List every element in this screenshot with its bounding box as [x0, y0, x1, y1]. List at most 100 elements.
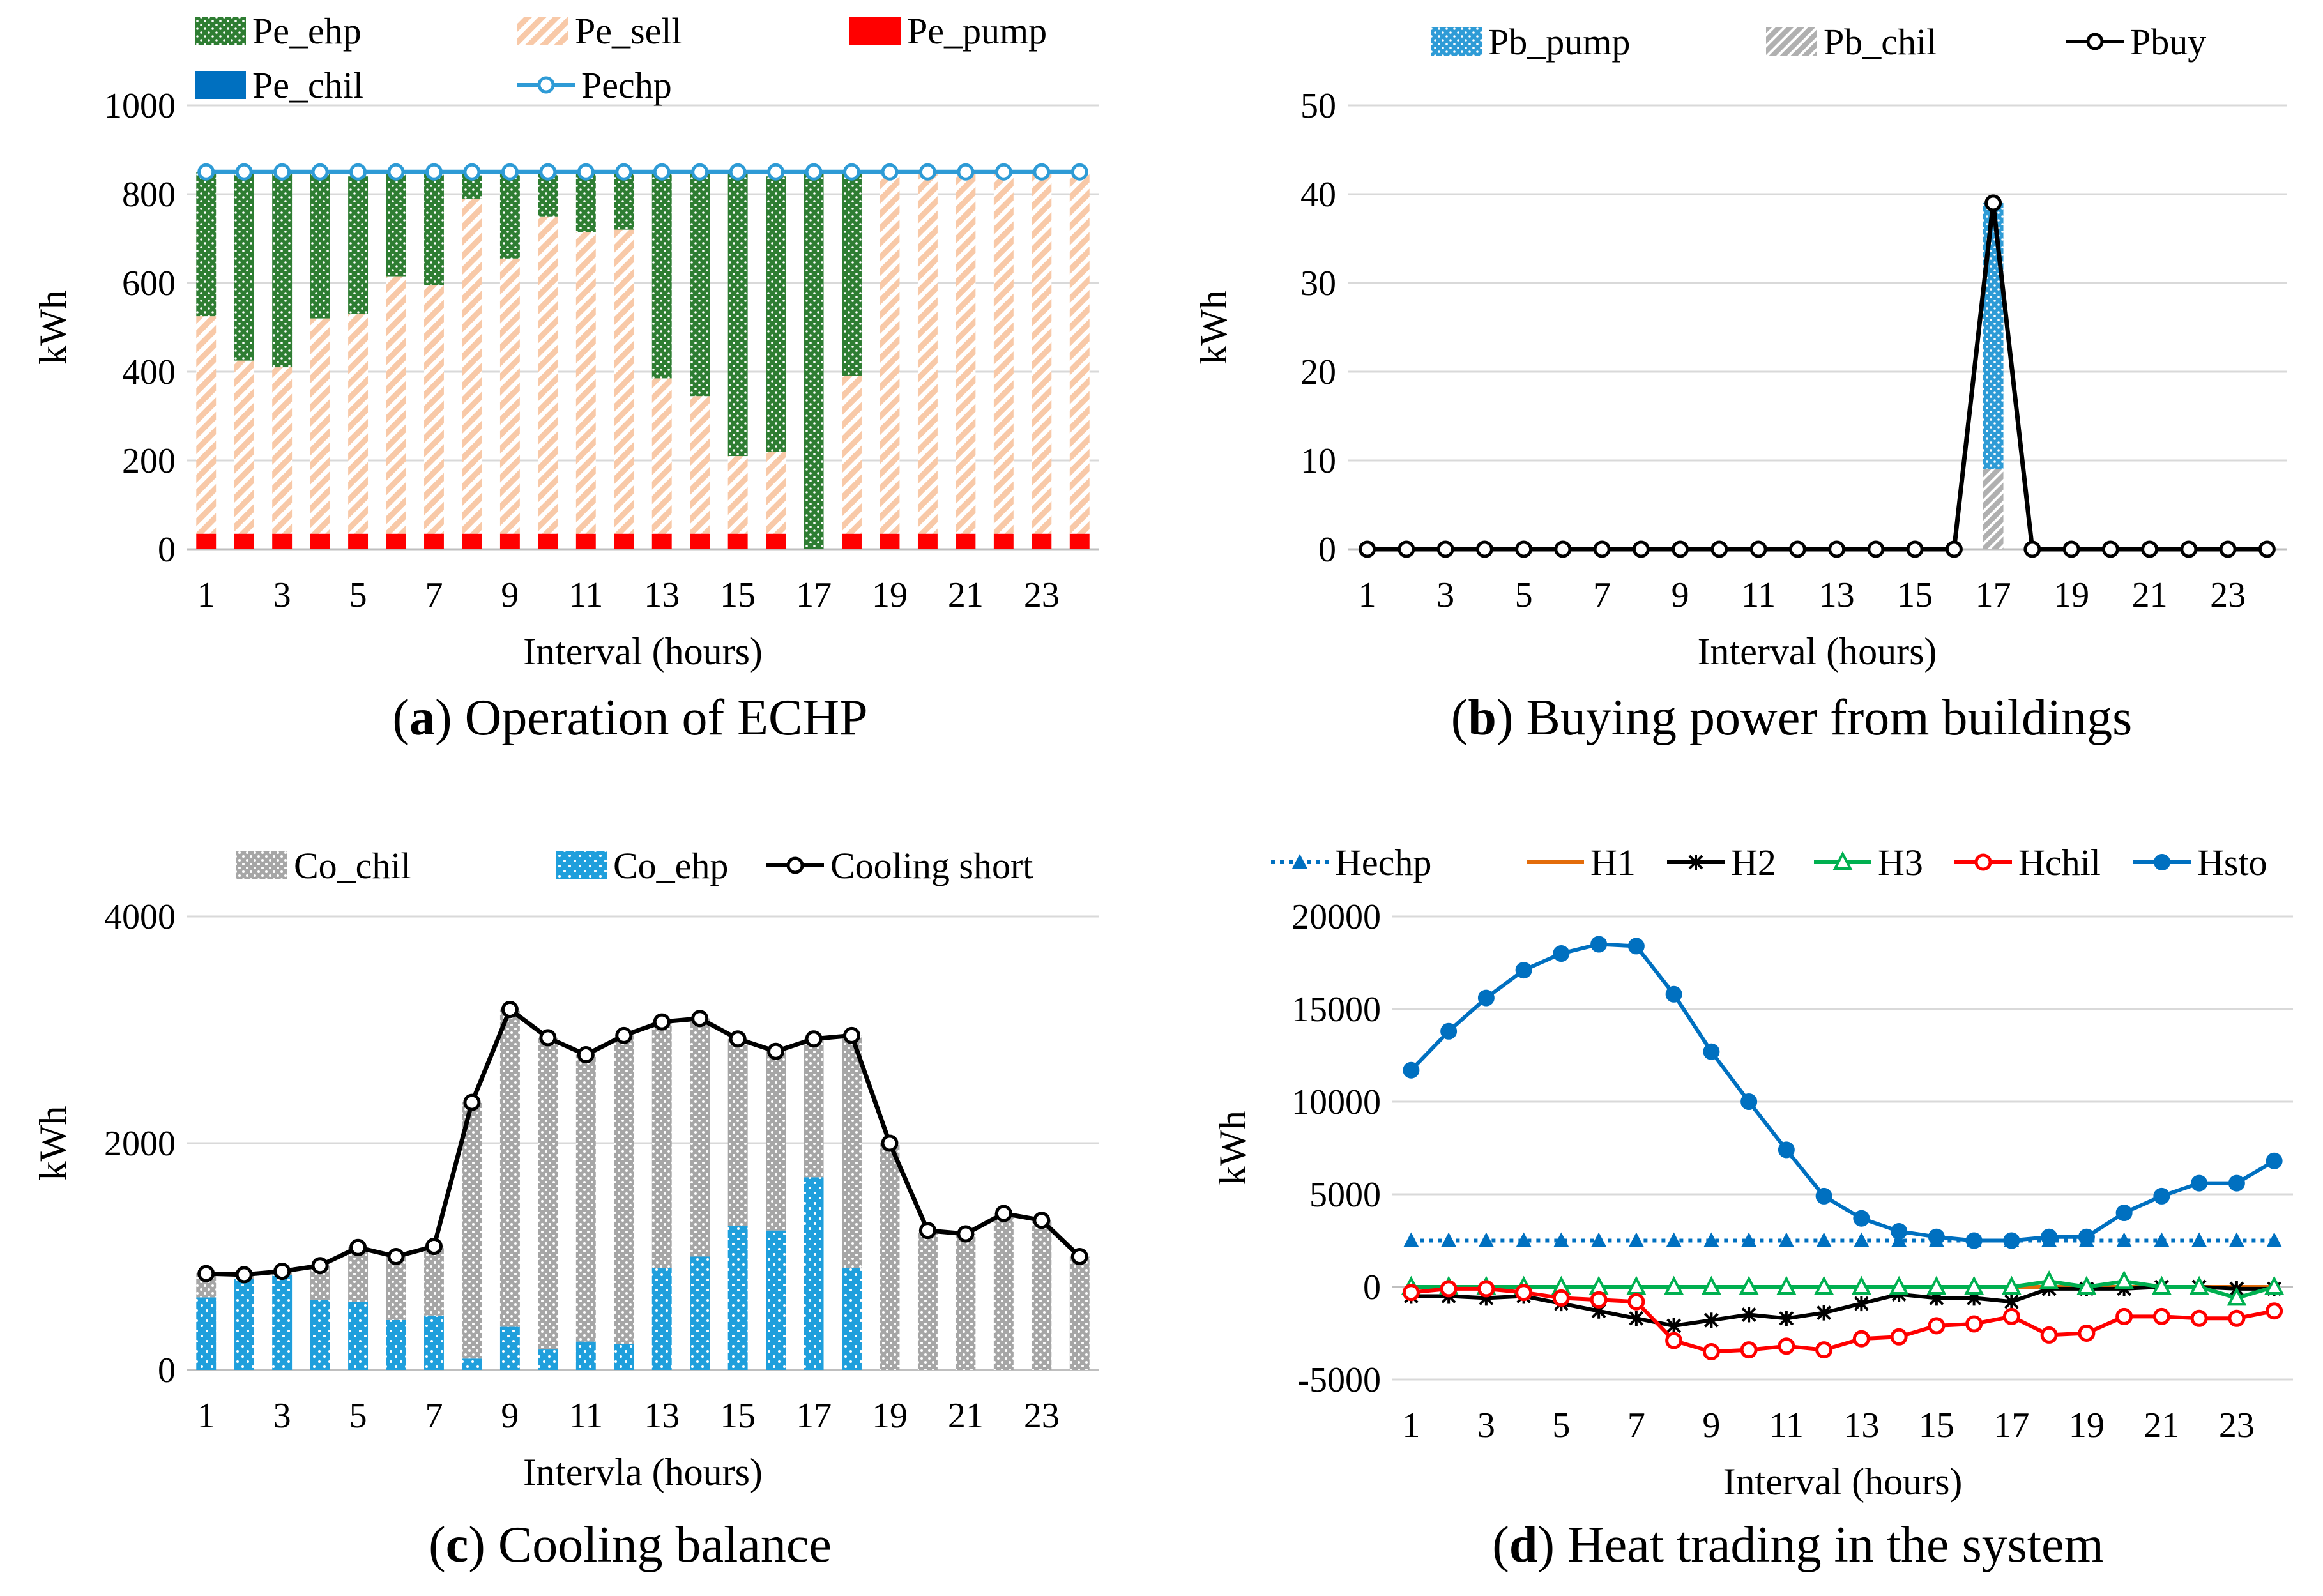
- point-hsto: [2153, 1187, 2170, 1205]
- legend-swatch-co-ehp: [556, 851, 607, 879]
- point-pechp: [577, 163, 595, 181]
- bar-co-ehp: [690, 1256, 710, 1370]
- point-hechp: [1591, 1232, 1607, 1247]
- x-tick-label: 5: [349, 575, 367, 615]
- point-hechp: [2116, 1232, 2132, 1247]
- point-hchil: [2115, 1307, 2133, 1325]
- x-tick-label: 23: [1024, 575, 1060, 615]
- bar-pe-sell: [499, 258, 520, 534]
- point-pechp: [957, 163, 975, 181]
- y-tick-label: 400: [122, 353, 176, 392]
- point-cooling-short: [653, 1013, 671, 1031]
- y-tick-label: 10: [1300, 441, 1336, 481]
- point-h3: [2039, 1270, 2059, 1289]
- point-cooling-short: [1033, 1212, 1051, 1229]
- bar-pe-pump: [348, 533, 369, 549]
- y-axis-title: kWh: [32, 290, 74, 365]
- point-hsto: [2228, 1174, 2245, 1192]
- point-hsto: [1477, 989, 1495, 1007]
- point-cooling-short: [881, 1134, 899, 1152]
- x-tick-label: 17: [796, 1396, 832, 1436]
- x-tick-label: 1: [1359, 575, 1376, 615]
- x-tick-label: 17: [1993, 1406, 2029, 1445]
- point-pbuy: [1672, 540, 1689, 558]
- bar-co-chil: [462, 1102, 482, 1359]
- point-pbuy: [1945, 540, 1963, 558]
- point-pbuy: [1593, 540, 1611, 558]
- x-tick-label: 17: [1976, 575, 2011, 615]
- x-tick-label: 7: [1627, 1406, 1645, 1445]
- bar-co-ehp: [766, 1230, 786, 1370]
- point-pbuy: [1554, 540, 1572, 558]
- point-pbuy: [2258, 540, 2276, 558]
- legend-label-h3: H3: [1878, 842, 1923, 883]
- bar-pe-sell: [690, 396, 710, 534]
- x-tick-label: 17: [796, 575, 832, 615]
- y-tick-label: 4000: [104, 897, 176, 937]
- bar-pe-sell: [424, 285, 444, 534]
- bar-co-chil: [917, 1230, 938, 1370]
- point-hechp: [1703, 1232, 1719, 1247]
- point-pechp: [501, 163, 519, 181]
- point-pechp: [729, 163, 747, 181]
- bar-co-ehp: [538, 1349, 558, 1370]
- point-hechp: [2191, 1232, 2207, 1247]
- y-tick-label: 15000: [1291, 990, 1381, 1030]
- bar-co-ehp: [196, 1297, 217, 1370]
- bar-pe-pump: [234, 533, 254, 549]
- bar-pe-sell: [272, 367, 293, 534]
- legend-label-pechp: Pechp: [581, 65, 672, 106]
- legend-marker-hchil: [1974, 853, 1992, 871]
- point-cooling-short: [691, 1010, 709, 1028]
- point-hsto: [2041, 1228, 2058, 1245]
- point-h2: [1703, 1312, 1719, 1328]
- x-tick-label: 7: [425, 1396, 443, 1436]
- point-pechp: [615, 163, 633, 181]
- y-tick-label: -5000: [1297, 1360, 1381, 1400]
- bar-pe-ehp: [614, 174, 634, 230]
- x-tick-label: 5: [349, 1396, 367, 1436]
- point-hsto: [1553, 945, 1570, 962]
- bar-co-ehp: [348, 1302, 369, 1370]
- x-tick-label: 3: [273, 575, 291, 615]
- bar-pb-chil: [1983, 469, 2004, 549]
- point-pbuy: [2141, 540, 2159, 558]
- point-h3: [1852, 1275, 1871, 1295]
- point-hechp: [1441, 1232, 1457, 1247]
- bar-pe-pump: [993, 533, 1014, 549]
- x-tick-label: 15: [720, 575, 756, 615]
- point-hchil: [1815, 1341, 1833, 1359]
- x-tick-label: 11: [568, 1396, 603, 1436]
- point-pbuy: [2219, 540, 2237, 558]
- bar-pe-ehp: [575, 174, 596, 232]
- point-hechp: [1778, 1232, 1794, 1247]
- bar-pe-ehp: [196, 172, 217, 317]
- point-cooling-short: [501, 1001, 519, 1019]
- point-pechp: [273, 163, 291, 181]
- x-tick-label: 15: [1919, 1406, 1954, 1445]
- point-pechp: [881, 163, 899, 181]
- x-tick-label: 9: [501, 575, 519, 615]
- point-hchil: [1740, 1341, 1758, 1359]
- x-axis-title: Intervla (hours): [523, 1451, 763, 1493]
- point-pechp: [349, 163, 367, 181]
- point-cooling-short: [729, 1030, 747, 1048]
- point-cooling-short: [463, 1093, 481, 1111]
- point-hsto: [1665, 985, 1682, 1003]
- point-hechp: [1516, 1232, 1532, 1247]
- bar-pe-pump: [310, 533, 330, 549]
- caption-text: ) Cooling balance: [468, 1517, 832, 1573]
- bar-pe-pump: [727, 533, 748, 549]
- point-pbuy: [1398, 540, 1415, 558]
- legend-label-pb-chil: Pb_chil: [1824, 21, 1937, 63]
- bar-pe-sell: [956, 174, 976, 534]
- x-tick-label: 19: [2053, 575, 2089, 615]
- bar-pe-ehp: [804, 172, 824, 549]
- bar-co-chil: [614, 1035, 634, 1344]
- point-pbuy: [1906, 540, 1924, 558]
- point-hechp: [1403, 1232, 1419, 1247]
- point-hsto: [1703, 1043, 1720, 1060]
